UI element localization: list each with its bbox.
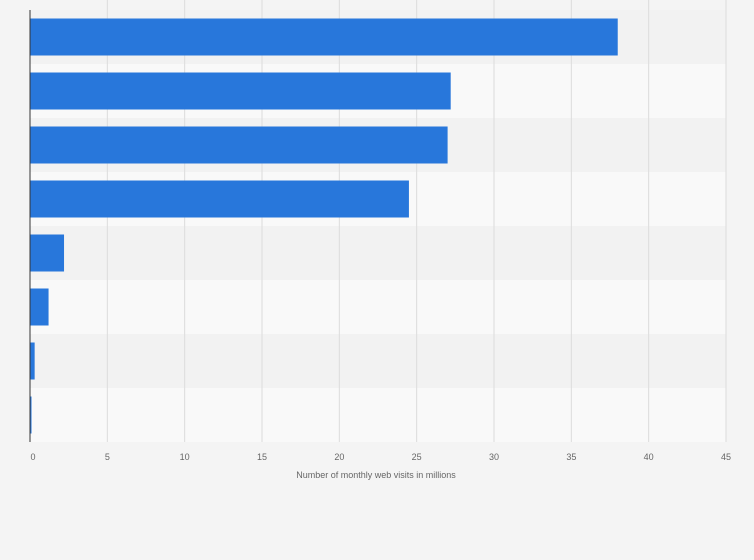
row-band	[30, 388, 726, 442]
bar	[30, 396, 32, 434]
x-tick-label: 35	[566, 452, 576, 462]
bar	[30, 288, 49, 326]
bars	[30, 18, 618, 434]
x-tick-label: 25	[412, 452, 422, 462]
bar	[30, 18, 618, 56]
x-tick-label: 30	[489, 452, 499, 462]
bar	[30, 180, 409, 218]
x-tick-label: 0	[30, 452, 35, 462]
bar	[30, 234, 65, 272]
x-tick-label: 45	[721, 452, 731, 462]
x-tick-label: 20	[334, 452, 344, 462]
row-band	[30, 334, 726, 388]
bar	[30, 72, 451, 110]
row-band	[30, 226, 726, 280]
bar	[30, 342, 35, 380]
x-axis-title: Number of monthly web visits in millions	[296, 470, 456, 480]
x-tick-label: 5	[105, 452, 110, 462]
row-band	[30, 280, 726, 334]
x-tick-label: 40	[644, 452, 654, 462]
x-tick-labels: 0 5 10 15 20 25 30 35 40 45	[30, 452, 731, 462]
x-tick-label: 15	[257, 452, 267, 462]
x-tick-label: 10	[180, 452, 190, 462]
bar	[30, 126, 448, 164]
